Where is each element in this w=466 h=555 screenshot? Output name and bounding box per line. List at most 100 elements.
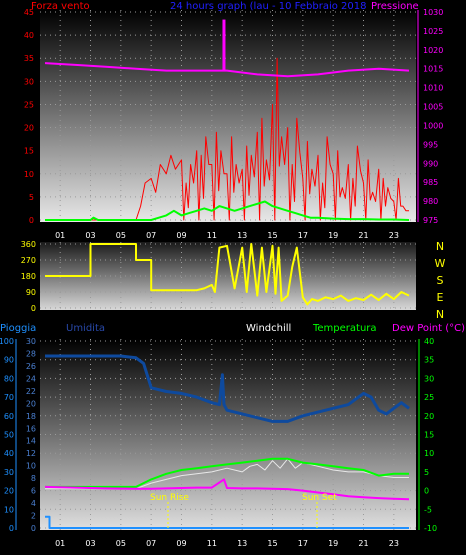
umidita-tick-label: 16 (26, 424, 36, 433)
x-tick-label: 11 (207, 231, 217, 240)
temp-tick-label: 25 (424, 393, 434, 402)
dir-tick-label: 270 (21, 256, 36, 265)
temp-tick-label: 0 (424, 487, 429, 496)
umidita-tick-label: 20 (26, 399, 36, 408)
compass-label: W (435, 257, 446, 270)
x-tick-label-bottom: 07 (146, 539, 156, 548)
pressure-tick-label: 975 (423, 216, 438, 225)
wind-direction-line (45, 243, 410, 306)
temp-tick-label: 10 (424, 449, 434, 458)
x-tick-label-bottom: 19 (328, 539, 338, 548)
wind-tick-label: 15 (24, 147, 34, 156)
wind-tick-label: 25 (24, 100, 34, 109)
pressure-tick-label: 990 (423, 159, 438, 168)
temp-tick-label: -5 (424, 505, 432, 514)
sunset-label: Sun Set (302, 493, 337, 503)
x-tick-label: 19 (328, 231, 338, 240)
pressure-tick-label: 980 (423, 197, 438, 206)
pioggia-tick-label: 10 (4, 505, 14, 514)
x-tick-label-bottom: 13 (237, 539, 247, 548)
windchill-line (45, 458, 409, 490)
compass-label: E (437, 291, 444, 304)
temp-tick-label: 15 (424, 431, 434, 440)
legend-pioggia: Pioggia (0, 323, 36, 334)
umidita-tick-label: 8 (31, 474, 36, 483)
x-tick-label: 05 (116, 231, 126, 240)
dewpoint-line (44, 478, 410, 501)
pressure-tick-label: 1010 (423, 84, 443, 93)
pioggia-tick-label: 70 (4, 393, 14, 402)
chart-title: 24 hours graph (lau - 10 Febbraio 2018 (170, 1, 366, 12)
sunrise-label: Sun Rise (150, 493, 189, 503)
x-tick-label: 13 (237, 231, 247, 240)
temperature-line (45, 457, 409, 488)
umidita-tick-label: 26 (26, 362, 36, 371)
x-tick-label: 15 (267, 231, 277, 240)
wind-tick-label: 5 (29, 193, 34, 202)
umidita-tick-label: 0 (31, 524, 36, 533)
x-tick-label-bottom: 17 (298, 539, 308, 548)
legend-umidita: Umidita (66, 323, 105, 334)
compass-label: S (437, 274, 444, 287)
pressure-line (44, 62, 410, 78)
temp-tick-label: 5 (424, 468, 429, 477)
umidita-tick-label: 24 (26, 374, 36, 383)
wind-tick-label: 40 (24, 31, 34, 40)
pioggia-tick-label: 90 (4, 356, 14, 365)
x-tick-label-bottom: 05 (116, 539, 126, 548)
legend-dewpoint: Dew Point (°C) (392, 323, 465, 334)
pressure-axis-label: Pressione (371, 1, 419, 12)
umidita-tick-label: 2 (31, 512, 36, 521)
wind-tick-label: 35 (24, 54, 34, 63)
temp-tick-label: -10 (424, 524, 437, 533)
x-tick-label-bottom: 03 (85, 539, 95, 548)
umidita-tick-label: 14 (26, 437, 36, 446)
pioggia-tick-label: 100 (0, 337, 14, 346)
umidita-tick-label: 10 (26, 462, 36, 471)
wind-tick-label: 10 (24, 170, 34, 179)
wind-tick-label: 0 (29, 216, 34, 225)
pioggia-tick-label: 80 (4, 374, 14, 383)
pioggia-tick-label: 20 (4, 487, 14, 496)
x-tick-label: 07 (146, 231, 156, 240)
wind-tick-label: 30 (24, 77, 34, 86)
temp-panel-bg (40, 339, 416, 530)
pressure-tick-label: 1020 (423, 46, 443, 55)
x-tick-label-bottom: 15 (267, 539, 277, 548)
pioggia-tick-label: 40 (4, 449, 14, 458)
dir-tick-label: 0 (31, 304, 36, 313)
pressure-tick-label: 1030 (423, 8, 443, 17)
pioggia-tick-label: 0 (9, 524, 14, 533)
pioggia-tick-label: 30 (4, 468, 14, 477)
x-tick-label: 17 (298, 231, 308, 240)
umidita-tick-label: 6 (31, 487, 36, 496)
pressure-tick-label: 1005 (423, 103, 443, 112)
pioggia-tick-label: 50 (4, 431, 14, 440)
pressure-tick-label: 995 (423, 140, 438, 149)
x-tick-label-bottom: 09 (176, 539, 186, 548)
x-tick-label-bottom: 01 (55, 539, 65, 548)
dir-tick-label: 360 (21, 240, 36, 249)
pioggia-tick-label: 60 (4, 412, 14, 421)
umidita-tick-label: 28 (26, 349, 36, 358)
temp-tick-label: 20 (424, 412, 434, 421)
legend-temperatura: Temperatura (312, 323, 377, 334)
temp-tick-label: 35 (424, 356, 434, 365)
pressure-tick-label: 1000 (423, 121, 443, 130)
x-tick-label: 21 (358, 231, 368, 240)
humidity-line (45, 354, 410, 423)
umidita-tick-label: 22 (26, 387, 36, 396)
umidita-tick-label: 4 (31, 499, 36, 508)
umidita-tick-label: 12 (26, 449, 36, 458)
pressure-tick-label: 1015 (423, 65, 443, 74)
umidita-tick-label: 18 (26, 412, 36, 421)
umidita-tick-label: 30 (26, 337, 36, 346)
x-tick-label: 01 (55, 231, 65, 240)
wind-speed-line (45, 57, 409, 221)
legend-windchill: Windchill (246, 323, 291, 334)
x-tick-label: 23 (389, 231, 399, 240)
wind-axis-label: Forza vento (31, 1, 90, 12)
wind-tick-label: 45 (24, 8, 34, 17)
pressure-tick-label: 985 (423, 178, 438, 187)
